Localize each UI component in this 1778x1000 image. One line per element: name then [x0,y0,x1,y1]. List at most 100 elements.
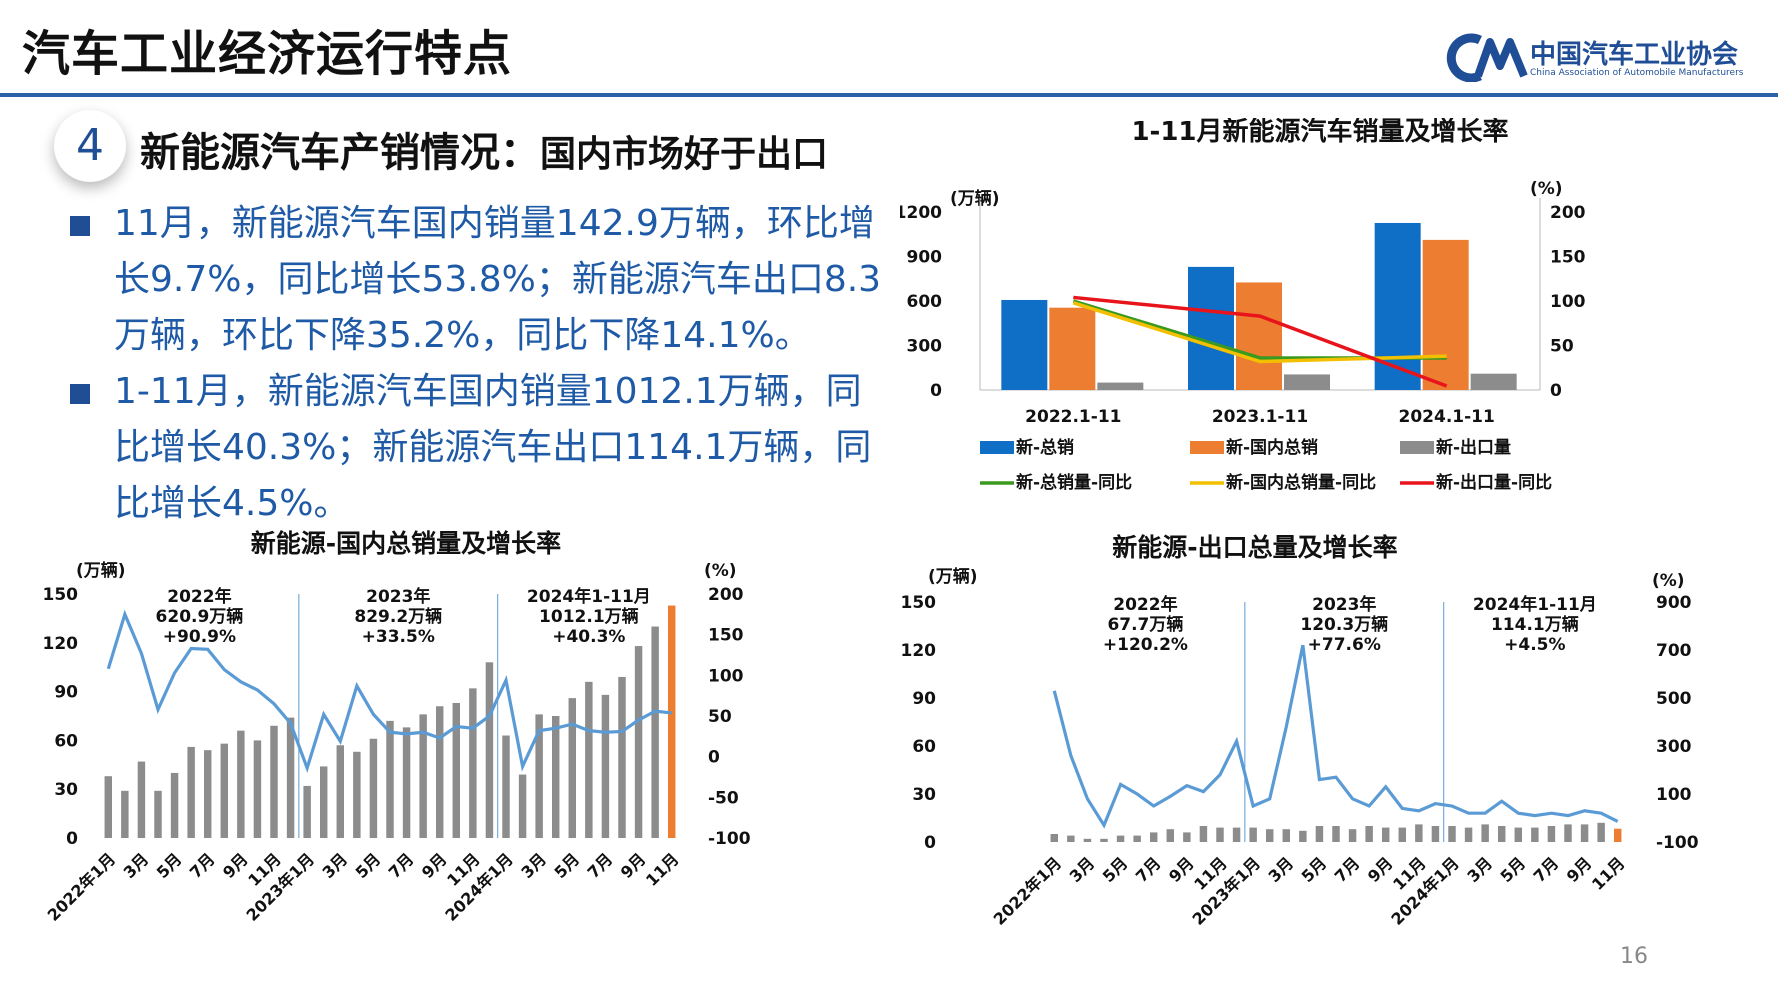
bar-month [452,702,461,838]
x-tick-label: 3月 [517,849,550,882]
year-annotation: 114.1万辆 [1491,614,1579,635]
bar-month [104,776,113,838]
x-tick-label: 3月 [120,849,153,882]
bar-month [1365,826,1373,842]
bar-month [253,740,262,838]
y2-tick-label: -50 [708,788,739,808]
bar-month [1597,822,1605,842]
bar-month [618,676,626,838]
y2-tick-label: 100 [708,666,744,686]
bar-month [303,785,311,838]
bar-month [1166,829,1175,842]
bar-month [1464,827,1473,842]
bar-month [551,716,560,838]
legend-label: 新-国内总销 [1226,437,1318,458]
legend-label: 新-出口量 [1436,437,1511,458]
y-tick-label: 900 [907,248,943,268]
y2-tick-label: 500 [1656,689,1692,709]
year-annotation: 620.9万辆 [156,606,244,627]
x-tick-label: 11月 [1588,853,1629,894]
bar-month [1116,835,1125,842]
legend-label: 新-总销量-同比 [1016,472,1132,493]
bar-month [1315,826,1324,842]
bar-month [469,688,477,838]
y-tick-label: 90 [912,689,936,709]
bar-month [568,698,577,838]
bar-month [319,766,328,838]
chart-title: 新能源-出口总量及增长率 [1112,533,1397,562]
x-tick-label: 5月 [550,849,583,882]
bar-month [1067,835,1075,842]
x-tick-label: 7月 [1530,853,1563,886]
bar-total [1001,299,1048,390]
bar-month [1398,827,1407,842]
chart-title: 1-11月新能源汽车销量及增长率 [1131,118,1508,147]
year-annotation: +4.5% [1504,635,1565,655]
y2-tick-label: 50 [708,707,732,727]
bar-month [1199,826,1208,842]
y2-tick-label: 150 [708,626,744,646]
bar-month [1448,826,1456,842]
x-tick-label: 5月 [1496,853,1529,886]
logo-text-cn: 中国汽车工业协会 [1530,40,1739,70]
y-tick-label: 60 [912,737,936,757]
chart-domestic-nev: 新能源-国内总销量及增长率 (万辆) (%) 150 120 90 60 30 0 200 150 1… [44,522,874,1000]
bar-domestic [1049,307,1096,390]
bar-month [1149,832,1158,842]
y-tick-label: 150 [44,585,78,605]
y2-tick-label: 50 [1550,337,1574,357]
y-tick-label: 0 [930,381,942,401]
x-tick-label: 7月 [1331,853,1364,886]
bar-month [187,746,195,838]
y-tick-label: 0 [66,829,78,849]
bar-month [121,790,129,838]
bar-total [1374,222,1421,390]
bar-month [386,720,394,838]
bar-month [1299,830,1307,842]
section-title-main: 新能源汽车产销情况： [140,130,540,176]
y2-tick-label: 100 [1550,292,1586,312]
x-tick-label: 7月 [385,849,418,882]
x-tick-label: 7月 [186,849,219,882]
year-annotation: 1012.1万辆 [539,606,639,627]
bar-month [137,761,146,838]
bar-total [1188,266,1234,390]
bar-month [286,717,295,838]
y-tick-label: 600 [907,292,943,312]
bar-month [1265,829,1274,842]
year-annotation: +77.6% [1308,635,1381,655]
bar-month [1050,834,1059,842]
bar-month [1100,838,1108,842]
bar-month [1580,824,1589,842]
bar-month [270,725,278,838]
bar-month [1431,826,1440,842]
bar-month [435,706,444,838]
series-line-2 [1073,295,1448,388]
chart-export-nev-svg: 新能源-出口总量及增长率(万辆) (%)150120906030090070050… [901,533,1699,929]
x-tick-label: 11月 [642,849,683,890]
chart-title: 新能源-国内总销量及增长率 [251,529,561,558]
y2-tick-label: 200 [1550,203,1586,223]
bar-month [1249,827,1257,842]
y2-tick-label: 200 [708,585,744,605]
y-tick-label: 90 [54,683,78,703]
bar-export [1284,374,1330,390]
bar-month [170,772,179,838]
x-tick-label: 3月 [1463,853,1496,886]
y2-tick-label: 900 [1656,593,1692,613]
x-tick-label: 2022年1月 [990,853,1065,928]
bar-month [1381,827,1390,842]
bar-month [1332,826,1340,842]
x-tick-label: 7月 [1132,853,1165,886]
bullet-square-icon [70,384,90,404]
bar-month [1348,829,1357,842]
bar-month [336,745,345,838]
y-tick-label: 0 [924,833,936,853]
x-tick-label: 5月 [1298,853,1331,886]
bar-month [237,730,245,838]
legend-label: 新-出口量-同比 [1436,472,1552,493]
x-tick-label: 2022年1月 [44,849,119,924]
bar-month [535,714,543,838]
bar-month [419,714,427,838]
bar-month [220,743,229,838]
